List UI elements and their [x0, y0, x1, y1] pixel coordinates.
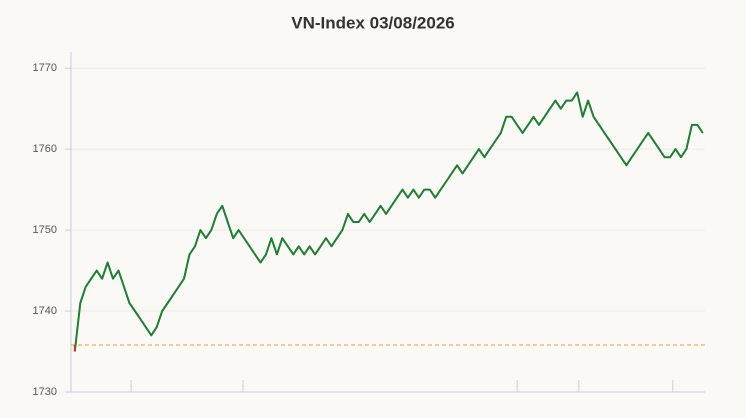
y-tick-label: 1760 [33, 143, 57, 155]
y-tick-label: 1740 [33, 305, 57, 317]
chart-title: VN-Index 03/08/2026 [291, 13, 454, 32]
y-tick-label: 1770 [33, 62, 57, 74]
y-tick-label: 1750 [33, 224, 57, 236]
y-tick-label: 1730 [33, 386, 57, 398]
price-line [73, 91, 704, 352]
